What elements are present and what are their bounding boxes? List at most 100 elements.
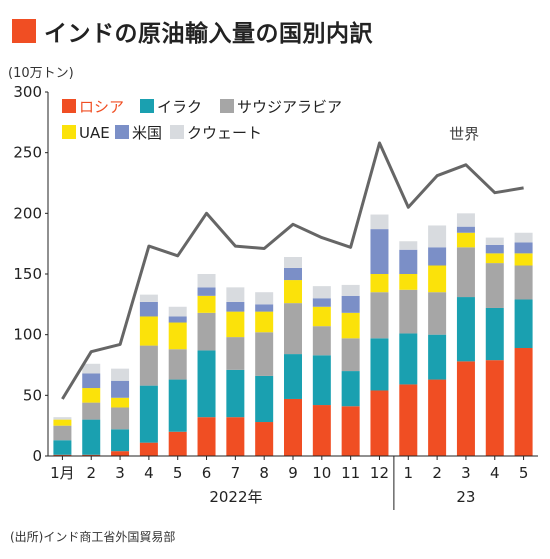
bar-segment bbox=[111, 407, 130, 430]
legend-label: 米国 bbox=[132, 124, 162, 142]
bar-segment bbox=[53, 425, 72, 441]
bar-segment bbox=[341, 406, 360, 456]
chart-title-text: インドの原油輸入量の国別内訳 bbox=[44, 21, 373, 47]
x-tick-label: 1月 bbox=[50, 464, 75, 482]
year-label: 2022年 bbox=[209, 488, 262, 506]
y-tick-label: 300 bbox=[13, 83, 42, 101]
bar-segment bbox=[168, 306, 187, 317]
bar-segment bbox=[399, 384, 418, 456]
bar-segment bbox=[514, 348, 533, 456]
bar-segment bbox=[255, 332, 274, 376]
bar-segment bbox=[255, 422, 274, 456]
bar-segment bbox=[456, 226, 475, 233]
bar-segment bbox=[485, 253, 504, 264]
bar-segment bbox=[514, 299, 533, 349]
y-tick-label: 200 bbox=[13, 204, 42, 222]
x-tick-label: 2 bbox=[86, 464, 96, 482]
bar-segment bbox=[82, 388, 101, 403]
bar-segment bbox=[485, 237, 504, 245]
bar-segment bbox=[399, 249, 418, 274]
x-tick-label: 3 bbox=[461, 464, 471, 482]
bar-segment bbox=[139, 442, 158, 456]
world-line-label: 世界 bbox=[449, 125, 479, 143]
bar-segment bbox=[82, 373, 101, 389]
bar-segment bbox=[370, 390, 389, 456]
source-note: (出所)インド商工省外国貿易部 bbox=[10, 530, 176, 544]
bar-segment bbox=[485, 263, 504, 308]
bar-segment bbox=[312, 298, 331, 307]
title-marker-square-icon bbox=[12, 19, 36, 43]
bar-segment bbox=[341, 312, 360, 339]
bar-segment bbox=[399, 333, 418, 385]
bar-segment bbox=[53, 440, 72, 455]
bar-segment bbox=[456, 247, 475, 298]
bar-segment bbox=[456, 297, 475, 362]
bar-segment bbox=[428, 292, 447, 335]
y-tick-label: 50 bbox=[23, 386, 42, 404]
bar-segment bbox=[111, 368, 130, 381]
bar-segment bbox=[514, 253, 533, 266]
bar-segment bbox=[370, 338, 389, 391]
x-tick-label: 11 bbox=[341, 464, 360, 482]
legend-label: UAE bbox=[79, 124, 110, 142]
world-total-line bbox=[61, 141, 524, 400]
legend-label: ロシア bbox=[79, 98, 124, 116]
bar-segment bbox=[139, 294, 158, 302]
bar-segment bbox=[456, 232, 475, 248]
bar-segment bbox=[255, 292, 274, 305]
bar-segment bbox=[284, 257, 302, 268]
x-tick-label: 4 bbox=[490, 464, 500, 482]
bar-segment bbox=[82, 402, 101, 420]
bar-segment bbox=[168, 316, 187, 323]
bar-segment bbox=[428, 334, 447, 380]
bar-segment bbox=[168, 431, 187, 456]
bar-segment bbox=[312, 286, 331, 299]
bar-segment bbox=[168, 379, 187, 432]
bar-segment bbox=[370, 229, 389, 274]
bar-segment bbox=[485, 307, 504, 361]
x-tick-label: 3 bbox=[115, 464, 125, 482]
x-tick-label: 12 bbox=[370, 464, 389, 482]
bar-segment bbox=[284, 398, 302, 456]
y-tick-label: 150 bbox=[13, 265, 42, 283]
bar-segment bbox=[82, 454, 101, 456]
y-tick-label: 250 bbox=[13, 144, 42, 162]
bar-segment bbox=[428, 265, 447, 293]
bar-segment bbox=[370, 274, 389, 293]
bar-segment bbox=[284, 354, 302, 399]
bar-segment bbox=[312, 326, 331, 356]
bar-segment bbox=[197, 274, 216, 288]
bar-segment bbox=[428, 247, 447, 266]
bar-segment bbox=[82, 419, 101, 455]
legend-swatch bbox=[62, 125, 76, 139]
bar-segment bbox=[255, 311, 274, 333]
bar-segment bbox=[284, 303, 302, 355]
legend-swatch bbox=[62, 99, 76, 113]
bar-segment bbox=[226, 369, 245, 418]
x-tick-label: 4 bbox=[144, 464, 154, 482]
bar-segment bbox=[197, 295, 216, 313]
legend-label: サウジアラビア bbox=[237, 98, 342, 116]
bar-segment bbox=[284, 280, 302, 304]
bar-segment bbox=[399, 289, 418, 334]
x-tick-label: 9 bbox=[288, 464, 298, 482]
x-tick-label: 1 bbox=[404, 464, 414, 482]
bar-segment bbox=[341, 371, 360, 407]
bar-segment bbox=[111, 380, 130, 398]
bar-segment bbox=[341, 338, 360, 372]
bar-segment bbox=[485, 244, 504, 254]
unit-label: (10万トン) bbox=[8, 66, 74, 81]
x-tick-label: 2 bbox=[432, 464, 442, 482]
bar-segment bbox=[53, 419, 72, 426]
bar-segment bbox=[53, 454, 72, 456]
bar-segment bbox=[370, 214, 389, 230]
legend-swatch bbox=[220, 99, 234, 113]
bar-segment bbox=[428, 379, 447, 456]
bar-segment bbox=[312, 306, 331, 327]
bar-segment bbox=[111, 429, 130, 452]
bar-segment bbox=[312, 355, 331, 406]
x-tick-label: 10 bbox=[312, 464, 331, 482]
bar-segment bbox=[399, 274, 418, 290]
x-tick-label: 5 bbox=[173, 464, 183, 482]
